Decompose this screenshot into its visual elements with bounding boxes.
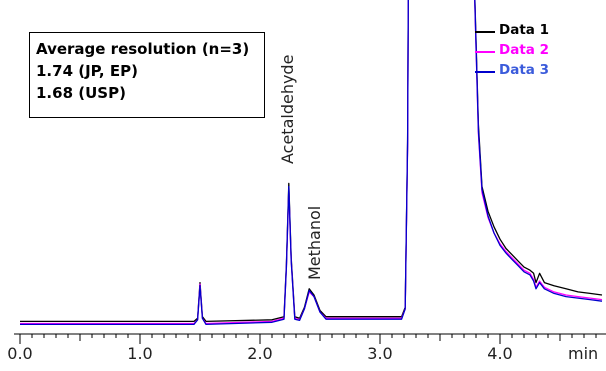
x-tick-label-1: 1.0 [127,344,153,363]
x-tick-label-3: 3.0 [367,344,393,363]
info-line-1: Average resolution (n=3) [36,40,250,58]
peak-label-acetaldehyde: Acetaldehyde [278,54,297,164]
legend-label-data-2: Data 2 [499,42,549,58]
legend-swatch-data-2 [475,51,495,53]
x-tick-label-4: 4.0 [487,344,513,363]
resolution-info-box: Average resolution (n=3) 1.74 (JP, EP) 1… [29,32,265,118]
legend-swatch-data-3 [475,71,495,73]
info-line-3: 1.68 (USP) [36,84,126,102]
peak-label-methanol: Methanol [305,205,324,280]
info-line-2: 1.74 (JP, EP) [36,62,138,80]
x-axis [14,333,606,344]
series-layer [20,0,603,326]
x-tick-label-2: 2.0 [247,344,273,363]
legend-label-data-3: Data 3 [499,62,549,78]
x-axis-unit-label: min [568,344,599,363]
series-line-3 [20,0,603,326]
legend-label-data-1: Data 1 [499,22,549,38]
x-tick-label-0: 0.0 [7,344,33,363]
legend-swatch-data-1 [475,31,495,33]
